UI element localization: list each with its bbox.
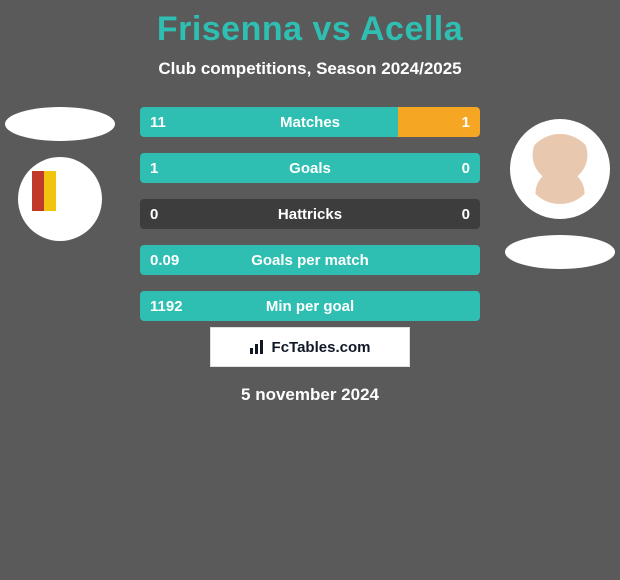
player-right-column <box>500 107 620 269</box>
stat-bars-container: 111Matches 10Goals 0 0Hattricks 0.09Goals pe… <box>140 107 480 337</box>
player-right-shadow <box>505 235 615 269</box>
stat-left-value: 0 <box>140 199 168 229</box>
content-root: Frisenna vs Acella Club competitions, Se… <box>0 0 620 580</box>
stat-bar-left-fill <box>140 153 480 183</box>
stat-right-value: 0 <box>452 199 480 229</box>
player-right-avatar <box>510 119 610 219</box>
page-title: Frisenna vs Acella <box>0 0 620 49</box>
stat-bar-row: 10Goals <box>140 153 480 183</box>
player-left-club-badge <box>18 157 102 241</box>
stat-bar-row: 111Matches <box>140 107 480 137</box>
avatar-head-icon <box>525 134 595 204</box>
stat-bar-row: 0.09Goals per match <box>140 245 480 275</box>
stat-bar-right-fill <box>398 107 480 137</box>
logo-text: FcTables.com <box>272 339 371 356</box>
bar-chart-icon <box>250 340 268 354</box>
snapshot-date: 5 november 2024 <box>0 385 620 405</box>
stat-label: Hattricks <box>140 199 480 229</box>
stat-bar-row: 0 0Hattricks <box>140 199 480 229</box>
stat-bar-left-fill <box>140 291 480 321</box>
stat-bar-left-fill <box>140 245 480 275</box>
stat-bar-left-fill <box>140 107 398 137</box>
stat-bar-row: 1192Min per goal <box>140 291 480 321</box>
player-left-column <box>0 107 120 241</box>
player-left-shadow <box>5 107 115 141</box>
page-subtitle: Club competitions, Season 2024/2025 <box>0 59 620 79</box>
